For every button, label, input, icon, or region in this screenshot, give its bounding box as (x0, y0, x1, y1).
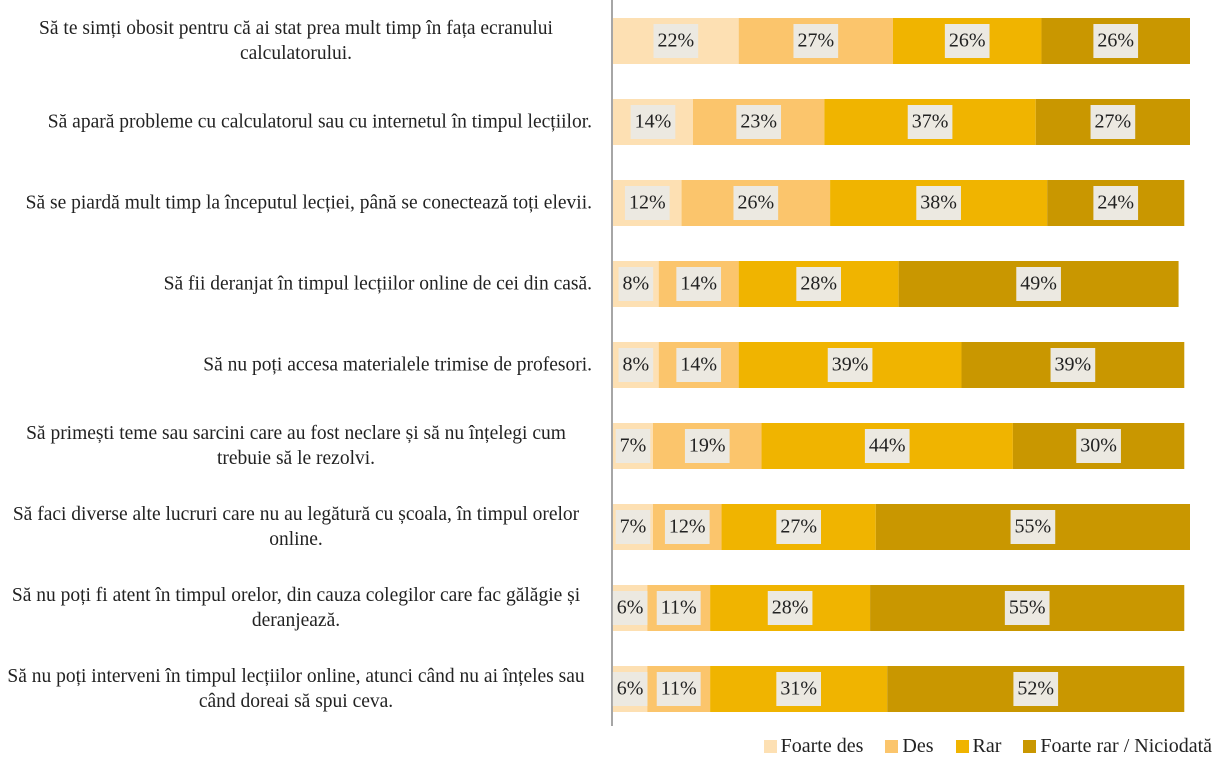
category-label: Să te simți obosit pentru că ai stat pre… (39, 18, 553, 64)
value-label: 14% (680, 273, 717, 295)
value-label: 11% (661, 597, 697, 619)
value-label: 28% (800, 273, 837, 295)
legend-item: Des (885, 735, 934, 758)
value-label: 39% (832, 354, 869, 376)
value-label-bg (916, 186, 961, 220)
value-label: 38% (920, 192, 957, 214)
value-label: 12% (669, 516, 706, 538)
value-label-bg (1016, 267, 1061, 301)
value-label-bg (653, 24, 699, 58)
value-label-bg (664, 510, 710, 544)
value-label: 22% (658, 30, 695, 52)
value-label: 26% (1097, 30, 1134, 52)
value-label: 12% (629, 192, 666, 214)
category-label: Să fii deranjat în timpul lecțiilor onli… (163, 273, 592, 295)
value-label: 55% (1015, 516, 1052, 538)
category-label: Să apară probleme cu calculatorul sau cu… (47, 111, 592, 133)
value-label: 26% (949, 30, 986, 52)
value-label: 30% (1080, 435, 1117, 457)
value-label: 23% (740, 111, 777, 133)
value-label: 26% (737, 192, 774, 214)
value-label-bg (1093, 186, 1139, 220)
value-label-bg (615, 510, 651, 544)
legend-item: Foarte rar / Niciodată (1023, 735, 1212, 758)
value-label: 7% (620, 516, 647, 538)
value-label: 55% (1009, 597, 1046, 619)
value-label-bg (1004, 591, 1050, 625)
category-label: Să nu poți accesa materialele trimise de… (203, 354, 592, 376)
value-label-bg (624, 186, 670, 220)
value-label-bg (684, 429, 730, 463)
value-label-bg (907, 105, 953, 139)
category-label: Să primești teme sau sarcini care au fos… (26, 423, 566, 469)
value-label: 49% (1020, 273, 1057, 295)
value-label: 28% (772, 597, 809, 619)
value-label-bg (630, 105, 676, 139)
value-label-bg (767, 591, 813, 625)
value-label-bg (612, 591, 648, 625)
value-label: 31% (780, 678, 817, 700)
value-label: 24% (1097, 192, 1134, 214)
value-label: 14% (635, 111, 672, 133)
value-label-bg (656, 672, 701, 706)
value-label-bg (612, 672, 648, 706)
value-label-bg (827, 348, 873, 382)
legend-item: Foarte des (763, 735, 864, 758)
category-label: Să nu poți interveni în timpul lecțiilor… (7, 666, 585, 712)
value-label-bg (1093, 24, 1139, 58)
value-label-bg (1010, 510, 1056, 544)
value-label: 19% (689, 435, 726, 457)
value-label-bg (776, 672, 822, 706)
value-label-bg (1013, 672, 1059, 706)
value-label-bg (656, 591, 701, 625)
value-label-bg (864, 429, 910, 463)
legend-label: Des (902, 735, 934, 757)
category-label: Să nu poți fi atent în timpul orelor, di… (11, 585, 581, 631)
value-label: 8% (623, 273, 650, 295)
legend-swatch (885, 740, 899, 753)
value-label-bg (733, 186, 779, 220)
value-label: 6% (617, 678, 644, 700)
legend-swatch (1023, 740, 1037, 753)
value-label-bg (615, 429, 651, 463)
value-label-bg (1050, 348, 1096, 382)
value-label: 52% (1017, 678, 1054, 700)
value-label: 8% (623, 354, 650, 376)
value-label-bg (793, 24, 839, 58)
legend: Foarte des Des Rar Foarte rar / Niciodată (763, 735, 1212, 758)
value-label-bg (676, 348, 722, 382)
value-label: 27% (780, 516, 817, 538)
legend-swatch (955, 740, 969, 753)
value-label-bg (1076, 429, 1121, 463)
value-label: 11% (661, 678, 697, 700)
legend-label: Foarte des (780, 735, 864, 757)
value-label-bg (618, 348, 654, 382)
legend-label: Rar (972, 735, 1002, 757)
value-label: 14% (680, 354, 717, 376)
value-label: 27% (1095, 111, 1132, 133)
value-label-bg (676, 267, 722, 301)
value-label-bg (618, 267, 654, 301)
value-label: 6% (617, 597, 644, 619)
value-label-bg (1090, 105, 1136, 139)
value-label: 37% (912, 111, 949, 133)
value-label-bg (736, 105, 782, 139)
value-label-bg (796, 267, 841, 301)
value-label: 7% (620, 435, 647, 457)
value-label: 27% (797, 30, 834, 52)
legend-swatch (763, 740, 777, 753)
value-label-bg (944, 24, 990, 58)
value-label: 44% (869, 435, 906, 457)
value-label: 39% (1055, 354, 1092, 376)
category-label: Să faci diverse alte lucruri care nu au … (12, 504, 580, 550)
category-label: Să se piardă mult timp la începutul lecț… (25, 192, 592, 214)
value-label-bg (776, 510, 822, 544)
legend-label: Foarte rar / Niciodată (1040, 735, 1212, 757)
legend-item: Rar (955, 735, 1002, 758)
